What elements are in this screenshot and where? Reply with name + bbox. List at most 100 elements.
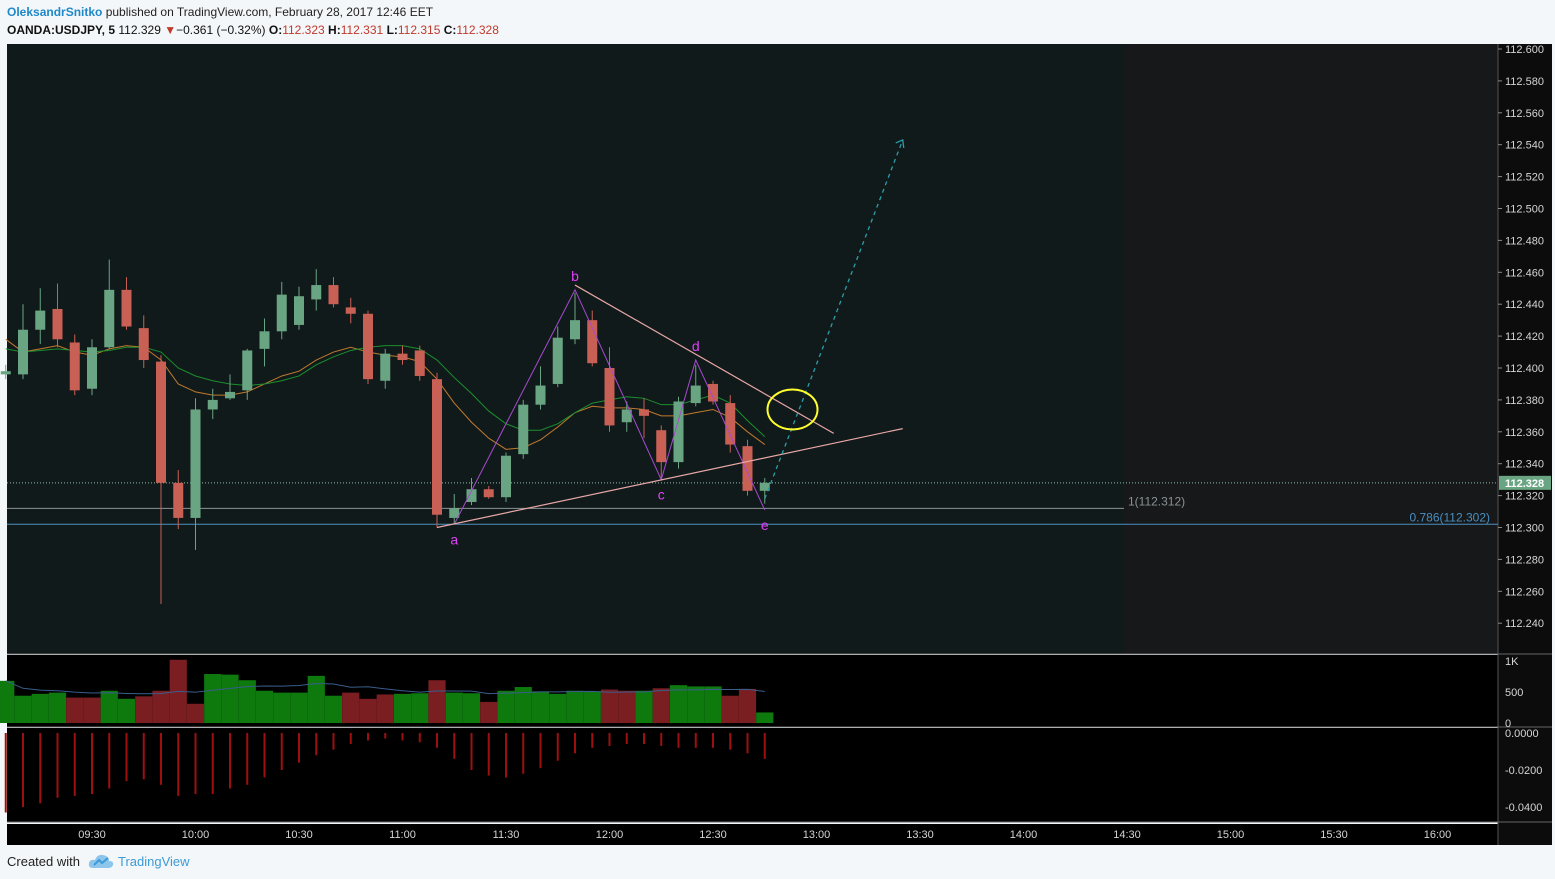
volume-bar <box>376 694 394 723</box>
projection-arrowhead <box>895 138 905 148</box>
volume-bar <box>135 696 153 723</box>
volume-bar <box>117 698 136 723</box>
chart-header: OleksandrSnitko published on TradingView… <box>0 0 1555 44</box>
volume-bar <box>66 697 84 723</box>
time-tick-label: 12:30 <box>699 829 727 841</box>
volume-bar <box>307 675 325 723</box>
last-price-label: 112.328 <box>1505 478 1544 490</box>
candle-body <box>294 296 304 325</box>
candle-body <box>432 379 442 515</box>
time-tick-label: 15:30 <box>1320 829 1348 841</box>
price-tick-label: 112.580 <box>1505 76 1544 88</box>
volume-bar <box>100 690 118 723</box>
candle-body <box>483 489 494 498</box>
volume-bar <box>480 701 498 723</box>
fib-level-label: 1(112.312) <box>1128 494 1185 508</box>
price-tick-label: 112.600 <box>1505 44 1544 56</box>
candle-body <box>759 482 770 491</box>
volume-bar <box>583 691 601 723</box>
down-arrow-icon: ▼ <box>164 23 177 37</box>
candle-body <box>656 430 667 463</box>
candle-body <box>52 308 63 340</box>
oscillator-tick-label: 0.0000 <box>1505 728 1539 740</box>
volume-bar <box>704 686 722 723</box>
candle-body <box>311 285 322 300</box>
volume-bar <box>549 693 567 723</box>
volume-bar <box>48 692 67 723</box>
volume-bar <box>324 695 343 723</box>
candle-body <box>518 404 529 455</box>
volume-bar <box>635 690 653 723</box>
candle-body <box>552 337 563 384</box>
created-with-text: Created with <box>7 854 80 869</box>
fib-level-label: 0.786(112.302) <box>1409 510 1490 524</box>
volume-tick-label: 0 <box>1505 718 1511 730</box>
time-tick-label: 12:00 <box>596 829 624 841</box>
candle-body <box>276 294 287 332</box>
volume-bar <box>204 674 222 723</box>
pattern-point-label: d <box>692 338 700 354</box>
candle-body <box>621 409 632 423</box>
candle-body <box>259 331 270 349</box>
volume-bar <box>566 690 584 723</box>
candle-body <box>380 353 391 381</box>
time-tick-label: 14:30 <box>1113 829 1141 841</box>
volume-bar <box>531 691 550 723</box>
candle-body <box>639 409 649 416</box>
pattern-point-label: a <box>450 531 458 547</box>
candle-body <box>242 350 253 391</box>
tradingview-link[interactable]: TradingView <box>118 854 190 869</box>
candle-body <box>225 391 235 399</box>
open-value: 112.323 <box>282 23 325 37</box>
low-value: 112.315 <box>397 23 441 37</box>
tradingview-cloud-icon[interactable] <box>88 852 114 877</box>
volume-bar <box>462 693 481 723</box>
candle-body <box>570 320 580 340</box>
price-tick-label: 112.260 <box>1505 586 1544 598</box>
volume-bar <box>290 692 308 723</box>
candle-body <box>363 313 373 380</box>
projection-arrow <box>764 139 904 500</box>
candle-body <box>156 361 166 483</box>
volume-bar <box>14 695 32 723</box>
volume-bar <box>497 690 515 723</box>
time-tick-label: 09:30 <box>78 829 106 841</box>
volume-bar <box>342 692 360 723</box>
price-tick-label: 112.340 <box>1505 459 1544 471</box>
future-area-background <box>1124 44 1498 654</box>
low-label: L: <box>386 23 398 37</box>
volume-bar <box>514 687 532 723</box>
candle-body <box>18 329 28 375</box>
high-value: 112.331 <box>340 23 384 37</box>
symbol-label[interactable]: OANDA:USDJPY, 5 <box>7 23 116 37</box>
time-tick-label: 16:00 <box>1424 829 1452 841</box>
candle-body <box>121 289 132 327</box>
candle-body <box>466 489 477 502</box>
volume-bar <box>359 698 377 723</box>
high-label: H: <box>328 23 341 37</box>
volume-bar <box>428 680 446 723</box>
volume-bar <box>221 674 239 723</box>
pattern-point-label: c <box>658 487 665 503</box>
price-change: −0.361 (−0.32%) <box>176 23 266 37</box>
price-tick-label: 112.560 <box>1505 108 1544 120</box>
volume-bar <box>687 686 705 723</box>
candle-body <box>207 399 218 410</box>
candle-body <box>604 368 615 426</box>
candle-body <box>587 320 598 364</box>
trendline <box>574 284 835 434</box>
candle-body <box>725 403 736 445</box>
candle-body <box>328 285 339 305</box>
price-tick-label: 112.460 <box>1505 267 1544 279</box>
oscillator-pane-background <box>7 728 1498 822</box>
price-tick-label: 112.380 <box>1505 395 1544 407</box>
candle-body <box>104 289 115 348</box>
author-link[interactable]: OleksandrSnitko <box>7 5 103 19</box>
candle-body <box>345 307 356 314</box>
symbol-info: OANDA:USDJPY, 5 112.329 ▼−0.361 (−0.32%)… <box>7 23 499 37</box>
pattern-point-label: b <box>571 268 579 284</box>
price-tick-label: 112.280 <box>1505 554 1544 566</box>
volume-bar <box>273 692 291 723</box>
highlight-circle <box>766 388 819 431</box>
